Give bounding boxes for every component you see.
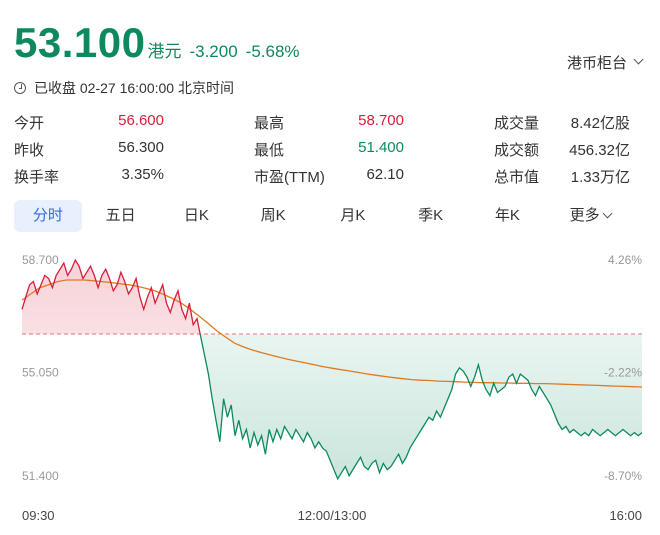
- price-line-up: [21, 258, 201, 334]
- stat-label: 最低: [254, 142, 285, 159]
- stat-label: 总市值: [494, 169, 540, 186]
- tab-2[interactable]: 日K: [160, 200, 234, 232]
- stat-label: 最高: [254, 115, 285, 132]
- tab-label: 季K: [418, 207, 444, 224]
- stat-value: 3.35%: [121, 166, 164, 183]
- currency-label: 港元: [147, 42, 182, 61]
- y-tick-label-left: 55.050: [22, 366, 59, 380]
- price-change-percent: -5.68%: [245, 42, 300, 61]
- stat-label: 今开: [14, 115, 45, 132]
- stat-value: 51.400: [358, 139, 404, 156]
- price-line-down: [199, 333, 643, 481]
- tab-label: 日K: [183, 207, 209, 224]
- clock-icon: [14, 82, 26, 94]
- stat-value: 456.32亿: [569, 142, 630, 159]
- tab-5[interactable]: 季K: [393, 200, 469, 232]
- y-tick-label-right: -8.70%: [604, 469, 642, 483]
- tab-7[interactable]: 更多: [546, 200, 634, 232]
- price-change: -3.200: [189, 42, 238, 61]
- stat-label: 成交量: [494, 115, 540, 132]
- x-tick-label: 09:30: [22, 508, 55, 523]
- tab-label: 五日: [105, 207, 136, 224]
- tab-4[interactable]: 月K: [313, 200, 393, 232]
- stat-value: 1.33万亿: [570, 169, 630, 186]
- y-tick-label-left: 58.700: [22, 253, 59, 267]
- stat-value: 62.10: [366, 166, 404, 183]
- chevron-down-icon: [633, 54, 644, 65]
- intraday-chart-svg: 58.700 55.050 51.400 4.26% -2.22% -8.70% 09:30…: [21, 253, 643, 523]
- tab-1[interactable]: 五日: [82, 200, 160, 232]
- stat-value: 56.300: [118, 139, 164, 156]
- tab-label: 月K: [340, 207, 366, 224]
- exchange-label: 港币柜台: [566, 55, 627, 72]
- market-status: 已收盘 02-27 16:00:00 北京时间: [14, 78, 234, 98]
- stat-label: 昨收: [14, 142, 45, 159]
- price-area-down: [22, 333, 642, 479]
- tab-label: 周K: [260, 207, 286, 224]
- price-area-up: [22, 260, 201, 334]
- tab-3[interactable]: 周K: [233, 200, 313, 232]
- x-tick-label: 16:00: [609, 508, 642, 523]
- tab-0[interactable]: 分时: [14, 200, 82, 232]
- stat-value: 8.42亿股: [570, 115, 630, 132]
- y-tick-label-left: 51.400: [22, 469, 59, 483]
- x-tick-label: 12:00/13:00: [298, 508, 367, 523]
- stat-value: 56.600: [118, 112, 164, 129]
- y-tick-label-right: -2.22%: [604, 366, 642, 380]
- tab-label: 分时: [32, 207, 63, 224]
- tab-label: 更多: [569, 207, 600, 224]
- stat-label: 换手率: [14, 169, 60, 186]
- tab-label: 年K: [494, 207, 520, 224]
- price-header: 53.100 港元 -3.200 -5.68%: [14, 22, 300, 64]
- tab-6[interactable]: 年K: [469, 200, 547, 232]
- intraday-chart: 58.700 55.050 51.400 4.26% -2.22% -8.70% 09:30…: [0, 240, 660, 535]
- market-status-text: 已收盘 02-27 16:00:00 北京时间: [34, 80, 234, 96]
- chevron-down-icon: [602, 208, 613, 219]
- chart-period-tabs: 分时 五日 日K 周K 月K 季K 年K 更多: [14, 200, 634, 232]
- stat-label: 成交额: [494, 142, 540, 159]
- last-price: 53.100: [14, 19, 146, 66]
- exchange-selector[interactable]: 港币柜台: [566, 52, 644, 73]
- stat-value: 58.700: [358, 112, 404, 129]
- stat-label: 市盈(TTM): [254, 169, 325, 186]
- y-tick-label-right: 4.26%: [608, 253, 642, 267]
